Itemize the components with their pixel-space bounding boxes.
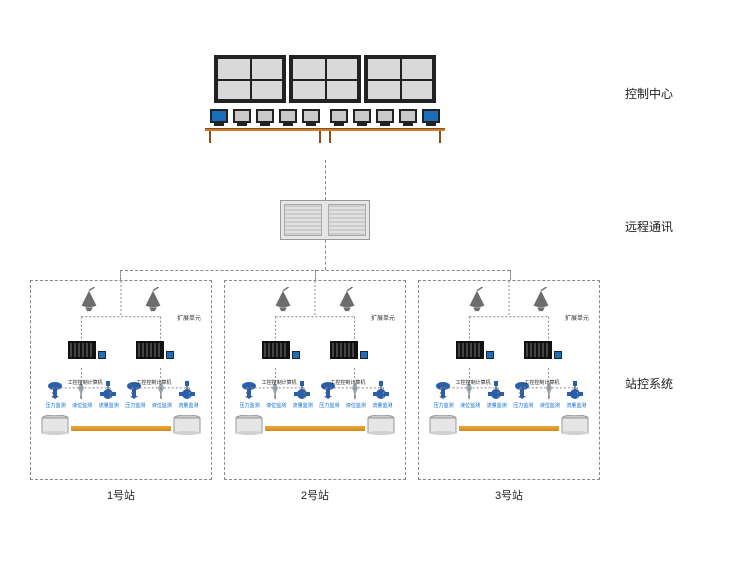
station-name: 3号站 <box>419 487 599 503</box>
pipe-icon <box>459 426 559 431</box>
monitor-icon <box>376 109 394 123</box>
pipe-icon <box>71 426 171 431</box>
control-center <box>200 55 450 143</box>
server-icon: 工控控制计算机 <box>68 341 106 359</box>
monitor-icon <box>233 109 251 123</box>
connector <box>120 270 121 280</box>
connector <box>315 270 316 280</box>
device-icon: 压力监测 <box>46 381 64 409</box>
pc-icon <box>554 351 562 359</box>
device-label: 流量监测 <box>99 402 117 409</box>
device-icon: 流量监测 <box>372 381 390 409</box>
connector <box>510 270 511 280</box>
device-label: 压力监测 <box>319 402 337 409</box>
station: 扩展单元 工控控制计算机 工控控制计算机 <box>30 280 212 480</box>
tank-icon <box>367 415 395 435</box>
monitor-icon <box>422 109 440 123</box>
antenna-icon <box>270 287 296 313</box>
device-label: 液位监测 <box>152 402 170 409</box>
antenna-icon <box>528 287 554 313</box>
device-label: 液位监测 <box>540 402 558 409</box>
device-label: 液位监测 <box>346 402 364 409</box>
antenna-icon <box>464 287 490 313</box>
pc-icon <box>98 351 106 359</box>
server-icon: 工控控制计算机 <box>456 341 494 359</box>
pipe-icon <box>265 426 365 431</box>
desk <box>205 109 325 143</box>
device-icon: 流量监测 <box>566 381 584 409</box>
wall-screen <box>364 55 436 103</box>
monitor-icon <box>210 109 228 123</box>
station: 扩展单元 工控控制计算机 工控控制计算机 <box>418 280 600 480</box>
tank-icon <box>41 415 69 435</box>
device-icon: 压力监测 <box>434 381 452 409</box>
device-icon: 压力监测 <box>240 381 258 409</box>
module-label: 扩展单元 <box>177 313 201 322</box>
device-label: 流量监测 <box>293 402 311 409</box>
video-wall <box>200 55 450 103</box>
tank-icon <box>429 415 457 435</box>
pc-icon <box>166 351 174 359</box>
pc-icon <box>486 351 494 359</box>
device-label: 流量监测 <box>372 402 390 409</box>
monitor-icon <box>399 109 417 123</box>
antenna-icon <box>76 287 102 313</box>
server-icon: 工控控制计算机 <box>524 341 562 359</box>
device-label: 压力监测 <box>125 402 143 409</box>
device-label: 流量监测 <box>487 402 505 409</box>
device-label: 压力监测 <box>434 402 452 409</box>
monitor-icon <box>330 109 348 123</box>
tank-icon <box>561 415 589 435</box>
device-label: 压力监测 <box>513 402 531 409</box>
station-name: 1号站 <box>31 487 211 503</box>
label-station-sys: 站控系统 <box>625 375 673 392</box>
operator-desks <box>200 109 450 143</box>
tank-row <box>37 415 205 435</box>
antenna-icon <box>140 287 166 313</box>
server-icon: 工控控制计算机 <box>262 341 300 359</box>
desk <box>325 109 445 143</box>
cabinet-door <box>328 204 366 236</box>
module-label: 扩展单元 <box>565 313 589 322</box>
connector <box>325 160 326 200</box>
server-icon: 工控控制计算机 <box>136 341 174 359</box>
monitor-icon <box>256 109 274 123</box>
monitor-icon <box>302 109 320 123</box>
device-icon: 流量监测 <box>178 381 196 409</box>
module-label: 扩展单元 <box>371 313 395 322</box>
pc-icon <box>360 351 368 359</box>
wall-screen <box>214 55 286 103</box>
device-label: 液位监测 <box>460 402 478 409</box>
device-label: 流量监测 <box>566 402 584 409</box>
remote-comm-cabinet <box>280 200 370 240</box>
pc-icon <box>292 351 300 359</box>
device-label: 液位监测 <box>72 402 90 409</box>
tank-row <box>425 415 593 435</box>
label-control-center: 控制中心 <box>625 85 673 102</box>
antenna-icon <box>334 287 360 313</box>
monitor-icon <box>353 109 371 123</box>
device-label: 压力监测 <box>46 402 64 409</box>
tank-row <box>231 415 399 435</box>
server-icon: 工控控制计算机 <box>330 341 368 359</box>
station: 扩展单元 工控控制计算机 工控控制计算机 <box>224 280 406 480</box>
stations-row: 扩展单元 工控控制计算机 工控控制计算机 <box>30 280 600 480</box>
label-remote-comm: 远程通讯 <box>625 218 673 235</box>
wall-screen <box>289 55 361 103</box>
device-label: 流量监测 <box>178 402 196 409</box>
connector <box>325 240 326 270</box>
monitor-icon <box>279 109 297 123</box>
station-name: 2号站 <box>225 487 405 503</box>
device-label: 液位监测 <box>266 402 284 409</box>
device-label: 压力监测 <box>240 402 258 409</box>
tank-icon <box>235 415 263 435</box>
tank-icon <box>173 415 201 435</box>
cabinet-door <box>284 204 322 236</box>
